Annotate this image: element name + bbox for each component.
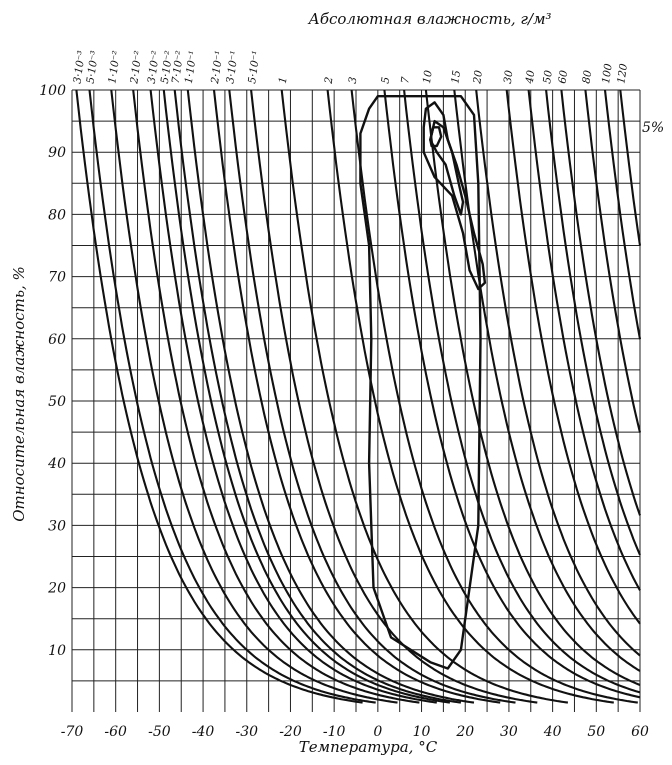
top-tick-labels: 3·10⁻³5·10⁻³ 1·10⁻² 2·10⁻² 3·10⁻²5·10⁻²7·10… bbox=[71, 50, 630, 85]
top-tick-label: 5·10⁻² bbox=[159, 50, 175, 84]
contour-core bbox=[429, 126, 443, 148]
top-tick-label: 7 bbox=[399, 76, 412, 85]
isoline-0.5 bbox=[250, 89, 538, 704]
x-tick-label: -60 bbox=[104, 724, 127, 740]
isoline-80 bbox=[584, 89, 642, 433]
top-tick-label: 80 bbox=[580, 69, 594, 84]
x-tick-label: 50 bbox=[587, 724, 605, 740]
top-tick-label: 5·10⁻¹ bbox=[246, 50, 262, 84]
contour-inner bbox=[429, 119, 465, 216]
top-tick-label: 40 bbox=[524, 69, 538, 85]
isoline-0.01 bbox=[110, 89, 398, 704]
isoline-0.05 bbox=[162, 89, 451, 704]
top-tick-label: 100 bbox=[600, 63, 615, 85]
isoline-20 bbox=[475, 89, 641, 657]
isoline-0.1 bbox=[186, 89, 475, 704]
contour-middle bbox=[422, 101, 487, 291]
top-tick-label: 10 bbox=[421, 69, 435, 84]
x-tick-label: 40 bbox=[543, 724, 562, 740]
top-tick-label: 1·10⁻² bbox=[106, 50, 122, 84]
top-tick-label: 2·10⁻¹ bbox=[209, 50, 226, 85]
isoline-0.3 bbox=[228, 89, 516, 704]
contour-label: 5% bbox=[642, 120, 664, 136]
isoline-5 bbox=[383, 89, 641, 699]
y-axis-title: Относительная влажность, % bbox=[10, 266, 28, 522]
isoline-0.2 bbox=[212, 89, 501, 704]
y-tick-label: 100 bbox=[39, 83, 66, 99]
top-tick-label: 5·10⁻³ bbox=[85, 50, 101, 84]
isoline-40 bbox=[527, 89, 641, 591]
y-tick-labels: 10 20 30 40 50 60 70 80 90 100 bbox=[39, 83, 66, 659]
isoline-100 bbox=[603, 89, 642, 340]
y-tick-label: 80 bbox=[48, 207, 66, 223]
x-tick-label: 0 bbox=[373, 724, 382, 740]
y-tick-label: 10 bbox=[48, 643, 66, 659]
y-tick-label: 60 bbox=[48, 332, 66, 348]
top-tick-label: 7·10⁻² bbox=[170, 50, 186, 84]
absolute-humidity-isolines bbox=[75, 89, 642, 704]
top-tick-label: 20 bbox=[471, 69, 485, 85]
isoline-120 bbox=[619, 89, 642, 246]
x-tick-label: 60 bbox=[631, 724, 649, 740]
x-tick-label: -30 bbox=[235, 724, 258, 740]
y-tick-label: 90 bbox=[48, 145, 66, 161]
top-tick-label: 120 bbox=[615, 63, 630, 85]
top-tick-label: 5 bbox=[379, 76, 392, 85]
isoline-50 bbox=[545, 89, 641, 556]
grid bbox=[71, 89, 641, 712]
top-tick-label: 15 bbox=[449, 69, 463, 84]
isoline-7 bbox=[403, 89, 641, 694]
y-tick-label: 40 bbox=[47, 456, 66, 472]
isoline-15 bbox=[453, 89, 641, 672]
x-tick-label: 10 bbox=[413, 724, 431, 740]
x-tick-label: -10 bbox=[323, 724, 346, 740]
isoline-0.07 bbox=[173, 89, 462, 704]
x-tick-label: 30 bbox=[500, 724, 518, 740]
top-tick-label: 3·10⁻³ bbox=[71, 50, 87, 84]
isoline-1 bbox=[280, 89, 569, 704]
top-tick-label: 50 bbox=[541, 69, 555, 84]
y-tick-label: 30 bbox=[48, 518, 66, 534]
x-tick-label: 20 bbox=[455, 724, 474, 740]
isoline-0.005 bbox=[88, 89, 376, 704]
y-tick-label: 70 bbox=[48, 270, 66, 286]
y-tick-label: 50 bbox=[48, 394, 66, 410]
x-tick-label: -20 bbox=[279, 724, 302, 740]
isoline-0.02 bbox=[132, 89, 420, 704]
y-tick-label: 20 bbox=[47, 581, 66, 597]
x-axis-title: Температура, °С bbox=[299, 738, 438, 756]
top-tick-label: 3·10⁻² bbox=[146, 50, 162, 84]
x-tick-label: -50 bbox=[148, 724, 171, 740]
isoline-0.03 bbox=[149, 89, 437, 704]
isoline-2 bbox=[326, 89, 614, 704]
x-tick-label: -70 bbox=[61, 724, 84, 740]
x-tick-labels: -70 -60 -50 -40 -30 -20 -10 0 10 20 30 40 50 60 bbox=[61, 724, 649, 740]
top-tick-label: 2·10⁻² bbox=[128, 50, 145, 85]
top-tick-label: 30 bbox=[502, 69, 516, 84]
isoline-60 bbox=[560, 89, 641, 516]
contour-outer bbox=[359, 95, 482, 670]
top-axis-title: Абсолютная влажность, г/м³ bbox=[307, 10, 551, 28]
top-tick-label: 2 bbox=[323, 76, 336, 86]
isoline-3 bbox=[350, 89, 638, 704]
top-tick-label: 1·10⁻¹ bbox=[183, 50, 199, 84]
isoline-10 bbox=[424, 89, 641, 686]
top-tick-label: 3·10⁻¹ bbox=[224, 50, 240, 84]
isoline-30 bbox=[505, 89, 641, 625]
top-tick-label: 3 bbox=[347, 76, 360, 85]
isoline-0.003 bbox=[75, 89, 363, 704]
top-tick-label: 60 bbox=[556, 69, 570, 84]
x-tick-label: -40 bbox=[192, 724, 215, 740]
humidity-contours bbox=[359, 95, 487, 670]
top-tick-label: 1 bbox=[277, 76, 290, 84]
